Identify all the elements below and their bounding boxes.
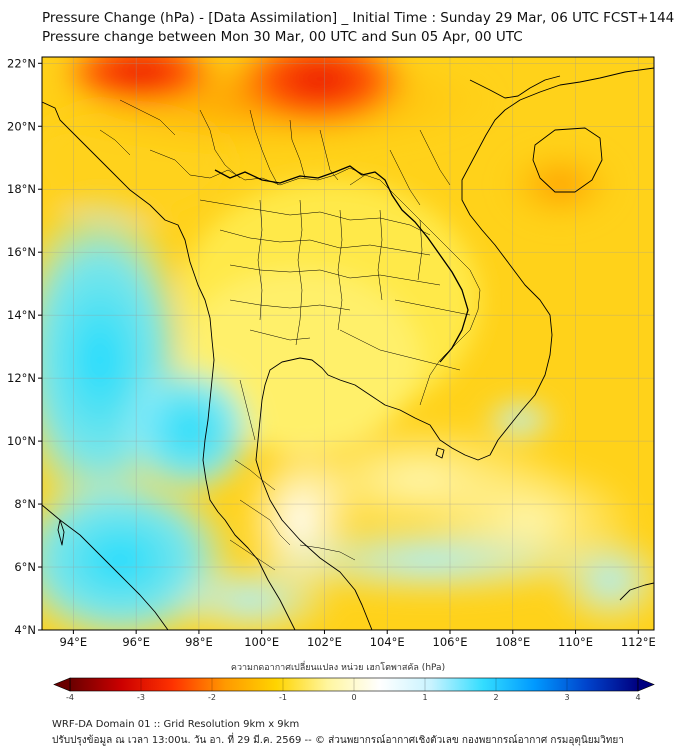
footer-model-info: WRF-DA Domain 01 :: Grid Resolution 9km … [52,719,300,730]
lon-tick-label: 100°E [244,635,279,649]
coastlines [42,67,654,630]
lat-tick-label: 4°N [14,623,36,637]
coastline-borneo [619,582,654,601]
coastline-sumatra [42,504,169,630]
colorbar-tick-label: -1 [279,693,287,702]
colorbar-tick-label: -4 [66,693,74,702]
province-borders [99,99,481,571]
lon-tick-label: 102°E [307,635,342,649]
lat-tick-label: 14°N [7,308,36,322]
chart-title: Pressure Change (hPa) - [Data Assimilati… [42,10,675,26]
lat-tick-label: 20°N [7,119,36,133]
lon-tick-label: 104°E [370,635,405,649]
coastline-hainan [532,127,603,193]
lat-tick-label: 18°N [7,182,36,196]
colorbar-tick-label: 3 [564,693,569,702]
lon-tick-label: 98°E [185,635,213,649]
graticule [42,57,654,630]
lon-tick-label: 110°E [558,635,593,649]
island-andaman [57,519,65,546]
lon-tick-label: 108°E [495,635,530,649]
lat-tick-label: 8°N [14,497,36,511]
country-borders [214,165,469,363]
coastline-malay-west [217,511,296,630]
colorbar-tick-label: -2 [208,693,216,702]
colorbar-tick-label: 2 [493,693,498,702]
colorbar: -4 -3 -2 -1 0 1 2 3 4 [53,677,655,702]
coastline-china-north [469,75,561,99]
colorbar-tick-label: 4 [635,693,640,702]
lon-tick-label: 96°E [122,635,150,649]
island-phuquoc [435,447,445,459]
coastline-vietnam [461,67,654,441]
lon-tick-label: 106°E [433,635,468,649]
colorbar-tick-label: 1 [422,693,427,702]
colorbar-min-arrow [53,677,71,692]
lat-tick-label: 10°N [7,434,36,448]
coastline-gulf-thailand [259,357,499,461]
colorbar-max-arrow [637,677,655,692]
colorbar-tick-label: -3 [137,693,145,702]
colorbar-label: ความกดอากาศเปลี่ยนแปลง หน่วย เฮกโตพาสคัล… [230,663,446,673]
lat-tick-label: 6°N [14,560,36,574]
lat-tick-label: 22°N [7,56,36,70]
coastline-myanmar-west [42,101,219,513]
colorbar-tick-label: 0 [351,693,356,702]
lon-tick-label: 112°E [621,635,656,649]
lat-tick-label: 16°N [7,245,36,259]
pressure-field [42,57,654,630]
axis-ticks: 22°N 20°N 18°N 16°N 14°N 12°N 10°N 8°N 6°N 4°N 94°… [7,56,656,649]
chart-subtitle: Pressure change between Mon 30 Mar, 00 U… [42,29,523,45]
lat-tick-label: 12°N [7,371,36,385]
footer-update-info: ปรับปรุงข้อมูล ณ เวลา 13:00น. วัน อา. ที… [52,735,624,746]
lon-tick-label: 94°E [60,635,88,649]
map-frame [41,56,655,631]
coastline-malay-east [255,419,373,630]
